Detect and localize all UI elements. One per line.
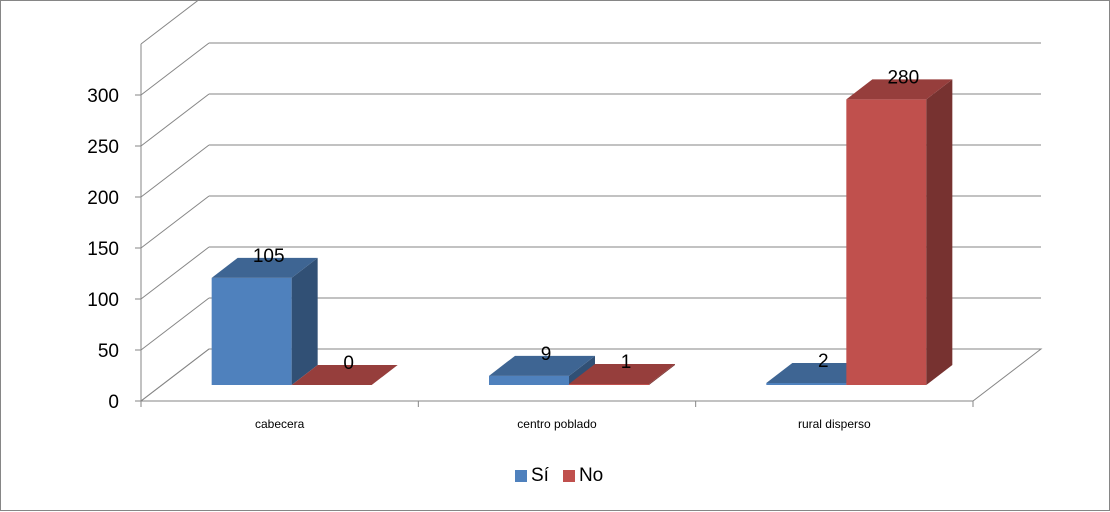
- y-tick-label: 200: [87, 188, 119, 209]
- side-gridline: [140, 195, 210, 249]
- data-label: 280: [887, 67, 919, 88]
- bar-No-rural disperso: [846, 99, 927, 386]
- side-gridline: [140, 246, 210, 300]
- data-label: 0: [343, 353, 354, 374]
- legend-label: Sí: [531, 465, 549, 486]
- legend-item: Sí: [515, 465, 549, 487]
- legend: Sí No: [515, 463, 603, 489]
- data-label: 1: [621, 352, 632, 373]
- bar-top-No-cabecera: [291, 365, 398, 385]
- y-tick-label: 300: [87, 86, 119, 107]
- bar-top-Sí-rural disperso: [766, 362, 873, 383]
- bar-top-No-rural disperso: [846, 79, 953, 100]
- y-tick-label: 150: [87, 239, 119, 260]
- bar-side-No-rural disperso: [926, 79, 953, 386]
- bar-No-centro poblado: [569, 383, 649, 385]
- side-gridline: [140, 297, 210, 351]
- bar-side-No-centro poblado: [649, 363, 675, 385]
- legend-swatch: [515, 470, 527, 482]
- side-gridline: [140, 348, 210, 402]
- x-tick-label: centro poblado: [517, 417, 597, 431]
- legend-item: No: [562, 465, 604, 487]
- bar-side-Sí-cabecera: [291, 257, 318, 385]
- legend-label: No: [578, 465, 604, 486]
- bar-Sí-cabecera: [211, 277, 292, 385]
- data-label: 105: [253, 246, 285, 267]
- side-gridline: [140, 1, 199, 45]
- bar-top-Sí-cabecera: [211, 257, 318, 278]
- bar-top-Sí-centro poblado: [489, 355, 595, 376]
- y-tick-label: 0: [108, 392, 119, 413]
- data-label: 9: [541, 344, 552, 365]
- y-tick-label: 250: [87, 137, 119, 158]
- y-tick-label: 50: [98, 341, 119, 362]
- data-label: 2: [818, 351, 829, 372]
- x-tick-label: rural disperso: [798, 417, 871, 431]
- x-tick-label: cabecera: [255, 417, 305, 431]
- side-gridline: [140, 42, 210, 96]
- y-tick-label: 100: [87, 290, 119, 311]
- side-gridline: [140, 144, 210, 198]
- side-gridline: [140, 93, 210, 147]
- bar-Sí-rural disperso: [766, 382, 847, 385]
- bar-Sí-centro poblado: [489, 375, 569, 385]
- bar-top-No-centro poblado: [569, 363, 675, 384]
- bar-side-Sí-centro poblado: [569, 355, 595, 385]
- legend-swatch: [562, 470, 575, 482]
